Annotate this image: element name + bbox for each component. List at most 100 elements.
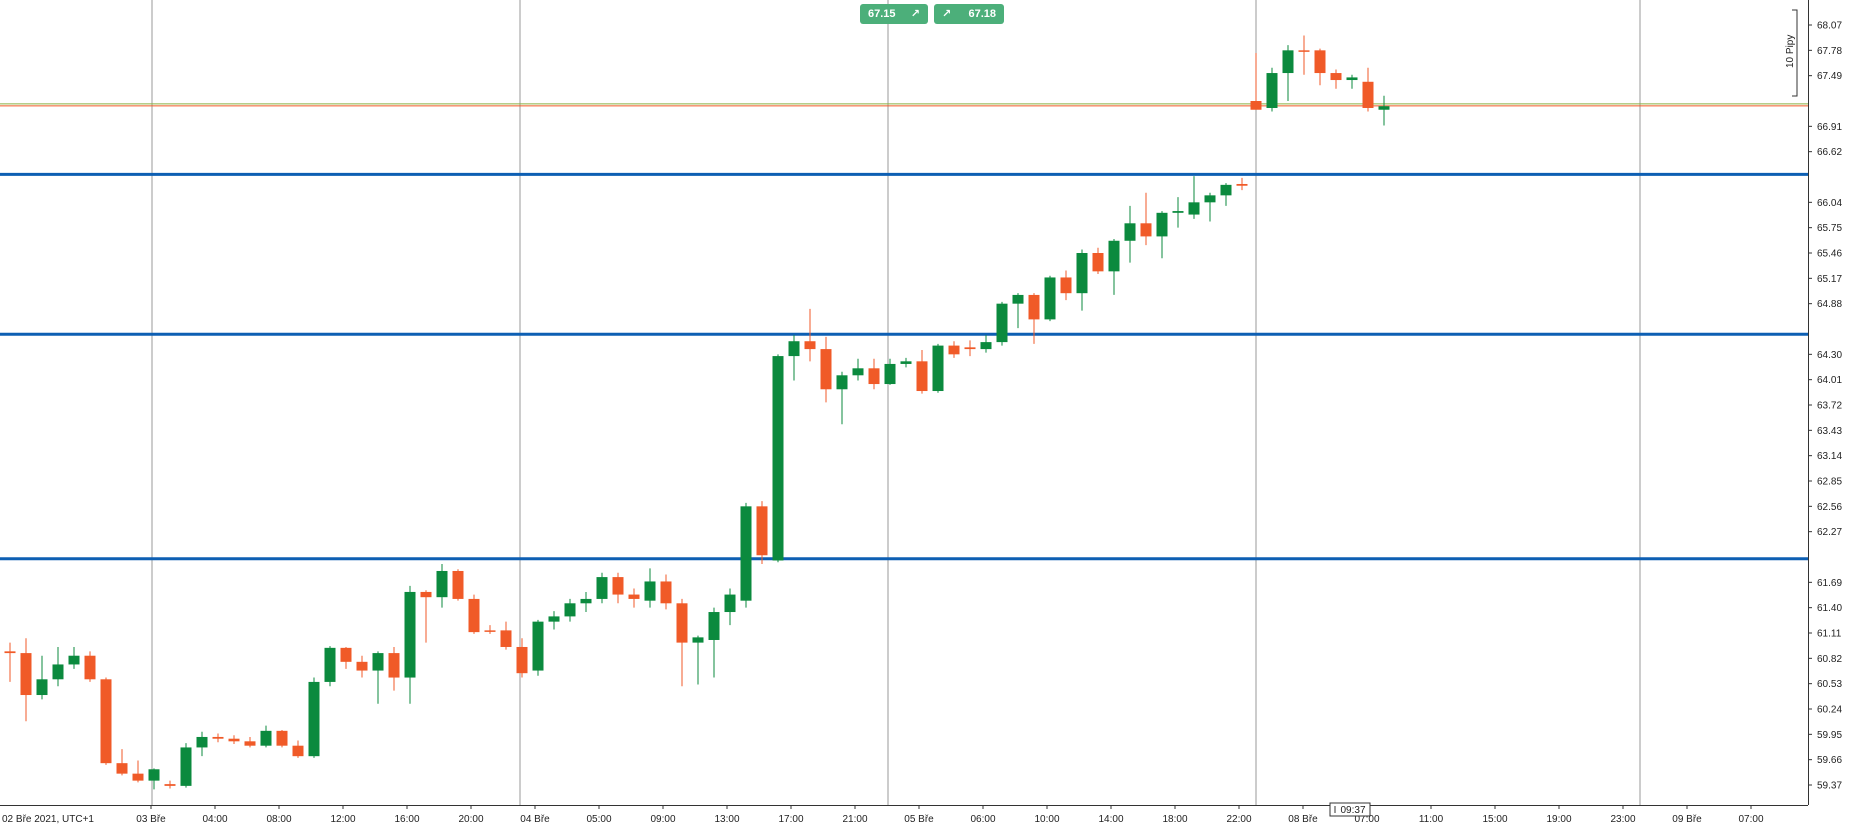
candle-body [52,664,64,680]
candle-body [1124,223,1136,241]
x-tick-label: 10:00 [1034,814,1059,825]
candle [1108,239,1120,295]
y-tick-label: 67.49 [1817,71,1842,82]
arrow-up-right-icon: ↗ [910,8,920,20]
candle-body [676,603,688,643]
candle-body [596,577,608,599]
candle [884,358,896,385]
x-tick-label: 12:00 [330,814,355,825]
candle-body [1282,50,1294,74]
candle-body [644,581,656,601]
candle [740,502,752,608]
sell-button[interactable]: 67.15 ↗ [860,4,928,24]
y-tick-label: 63.43 [1817,426,1842,437]
candle-body [772,356,784,561]
candle [148,768,160,790]
candle [1266,67,1278,112]
buy-button[interactable]: ↗ 67.18 [934,4,1004,24]
candle [84,651,96,682]
candle-body [388,653,400,678]
candle [996,301,1008,346]
candle [1188,176,1200,219]
y-tick-label: 65.46 [1817,249,1842,260]
x-tick-label: 14:00 [1098,814,1123,825]
candle [692,635,704,685]
candle [228,735,240,744]
candle [276,729,288,748]
scale-bracket [1792,9,1798,97]
candle-body [580,598,592,604]
y-tick-label: 64.88 [1817,299,1842,310]
candle-body [500,630,512,647]
candle-body [548,616,560,622]
candle [292,740,304,758]
candle [980,335,992,353]
candle [644,568,656,608]
candle [500,621,512,650]
candle [1362,67,1374,112]
candle [260,725,272,748]
candle [580,591,592,613]
y-tick-label: 64.30 [1817,350,1842,361]
candle [1156,211,1168,259]
grid-lines [151,0,1641,805]
y-tick-label: 59.66 [1817,755,1842,766]
candle [1298,35,1310,75]
x-tick-label: 13:00 [714,814,739,825]
arrow-up-right-icon: ↗ [942,8,952,20]
candle [324,646,336,687]
candle [4,642,16,682]
candle-body [340,647,352,662]
candle [596,572,608,604]
candle-body [884,363,896,385]
candle-body [740,506,752,601]
candle [548,611,560,630]
candle-body [1188,202,1200,215]
candle [20,638,32,722]
candle-body [132,773,144,781]
candle [1330,69,1342,89]
candle [1378,95,1390,126]
candle-body [532,621,544,671]
y-tick-label: 60.53 [1817,679,1842,690]
candle [1236,177,1248,191]
candle [756,501,768,564]
candle [132,760,144,783]
candle [900,357,912,368]
candle [964,340,976,357]
candle [676,598,688,687]
candle [948,341,960,358]
x-tick-label: 20:00 [458,814,483,825]
x-tick-label: 03 Bře [136,814,166,825]
candle [1172,197,1184,228]
candle-body [1092,253,1104,272]
y-tick-label: 60.82 [1817,654,1842,665]
candle [180,743,192,788]
y-tick-label: 64.01 [1817,375,1842,386]
candle [932,343,944,393]
candle-body [964,347,976,350]
candle-body [788,341,800,357]
candle-body [1204,195,1216,203]
x-tick-label: 11:00 [1419,814,1444,825]
candle [1282,45,1294,101]
candle-body [916,361,928,392]
x-tick-label: 17:00 [778,814,803,825]
candle-body [276,730,288,746]
horizontal-levels[interactable]: 66.3664.5361.9667.15 [0,98,1861,566]
candle-body [260,730,272,746]
candle-body [1314,50,1326,74]
candle [804,308,816,362]
candle-body [452,570,464,599]
candle [772,354,784,563]
candle-body [932,345,944,392]
x-tick-label: 21:00 [842,814,867,825]
candle [404,585,416,704]
candle [708,607,720,678]
candle [68,646,80,669]
candle [356,655,368,678]
candle-body [1330,73,1342,81]
candle [1204,192,1216,222]
